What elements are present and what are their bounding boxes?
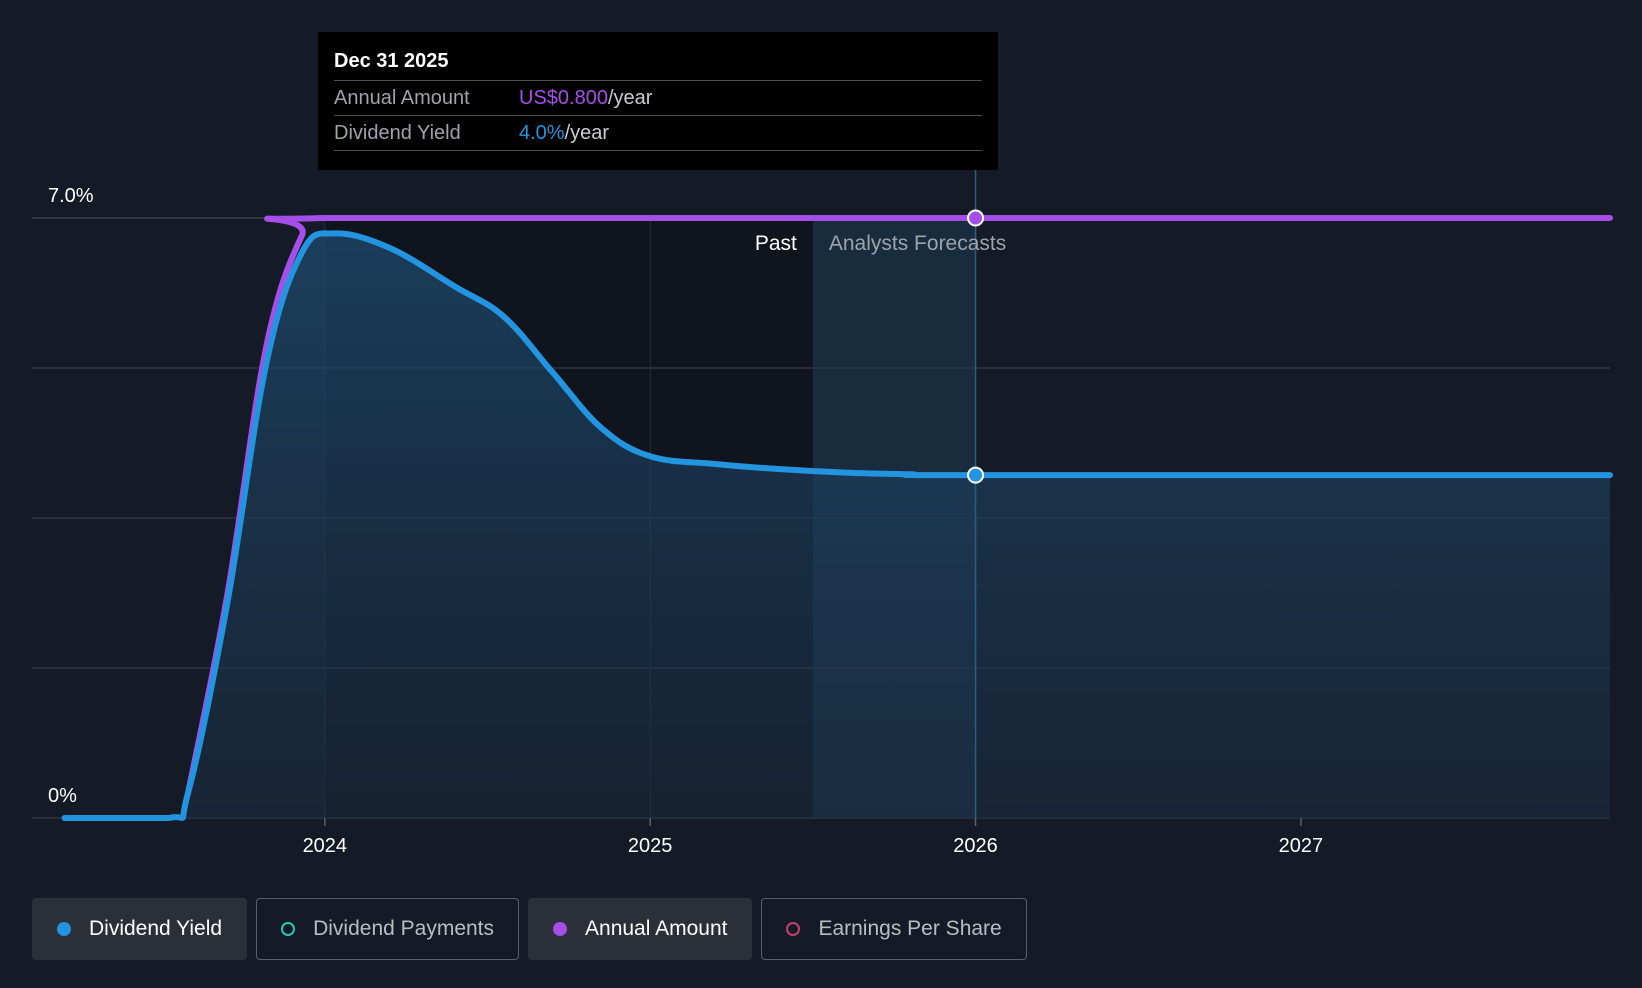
dividend-yield-line xyxy=(61,230,1613,821)
legend-label: Annual Amount xyxy=(585,917,728,940)
tooltip-row-annual-amount: Annual Amount US$0.800 /year xyxy=(334,81,982,116)
tooltip-label: Annual Amount xyxy=(334,87,470,109)
tooltip-label: Dividend Yield xyxy=(334,122,461,144)
earnings-per-share-dot-icon xyxy=(786,922,801,936)
tooltip-unit: /year xyxy=(564,122,610,144)
tooltip-value: 4.0% xyxy=(519,122,565,144)
legend-label: Dividend Yield xyxy=(89,917,223,940)
past-region-label: Past xyxy=(755,232,797,255)
dividend-yield-area xyxy=(64,233,1610,819)
annual-amount-dot-icon xyxy=(553,922,568,936)
legend-dividend-payments[interactable]: Dividend Payments xyxy=(256,898,520,960)
x-tick-label: 2027 xyxy=(1279,835,1324,857)
tooltip-date: Dec 31 2025 xyxy=(334,46,982,81)
y-min-label: 0% xyxy=(48,785,77,807)
x-tick-label: 2024 xyxy=(303,835,348,857)
x-tick-label: 2025 xyxy=(628,835,673,857)
legend-label: Dividend Payments xyxy=(313,917,495,940)
chart-legend: Dividend Yield Dividend Payments Annual … xyxy=(32,898,1027,960)
tooltip-unit: /year xyxy=(607,87,653,109)
dividend-payments-dot-icon xyxy=(281,922,296,936)
y-max-label: 7.0% xyxy=(48,185,94,207)
legend-label: Earnings Per Share xyxy=(818,917,1002,940)
tooltip-value: US$0.800 xyxy=(519,87,608,109)
hover-tooltip: Dec 31 2025 Annual Amount US$0.800 /year… xyxy=(318,32,998,170)
legend-earnings-per-share[interactable]: Earnings Per Share xyxy=(761,898,1027,960)
tooltip-row-dividend-yield: Dividend Yield 4.0% /year xyxy=(334,116,982,151)
annual-amount-marker xyxy=(967,209,985,227)
dividend-yield-dot-icon xyxy=(57,922,71,936)
legend-dividend-yield[interactable]: Dividend Yield xyxy=(32,898,248,960)
x-tick-label: 2026 xyxy=(953,835,998,857)
legend-annual-amount[interactable]: Annual Amount xyxy=(528,898,753,960)
dividend-yield-marker xyxy=(967,466,985,484)
forecast-region-label: Analysts Forecasts xyxy=(829,232,1006,255)
